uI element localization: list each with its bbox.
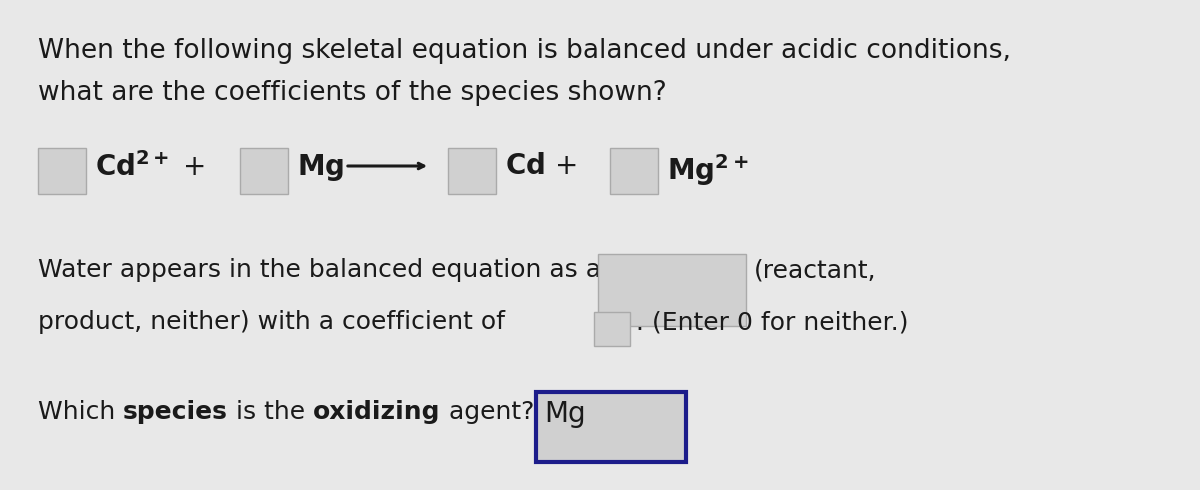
Bar bbox=[38, 148, 86, 194]
Bar bbox=[610, 148, 658, 194]
Text: oxidizing: oxidizing bbox=[313, 400, 440, 424]
Bar bbox=[536, 392, 686, 462]
Text: When the following skeletal equation is balanced under acidic conditions,: When the following skeletal equation is … bbox=[38, 38, 1010, 64]
Text: is the: is the bbox=[228, 400, 313, 424]
Text: agent?: agent? bbox=[440, 400, 534, 424]
Text: $\mathbf{Cd}$ +: $\mathbf{Cd}$ + bbox=[505, 152, 576, 180]
Text: (reactant,: (reactant, bbox=[754, 258, 877, 282]
Text: $\mathbf{Mg^{2+}}$: $\mathbf{Mg^{2+}}$ bbox=[667, 152, 749, 188]
Text: what are the coefficients of the species shown?: what are the coefficients of the species… bbox=[38, 80, 667, 106]
Bar bbox=[594, 312, 630, 346]
Text: Water appears in the balanced equation as a: Water appears in the balanced equation a… bbox=[38, 258, 601, 282]
Text: $\mathbf{Mg}$: $\mathbf{Mg}$ bbox=[298, 152, 344, 183]
Text: product, neither) with a coefficient of: product, neither) with a coefficient of bbox=[38, 310, 505, 334]
Bar bbox=[448, 148, 496, 194]
Text: Which: Which bbox=[38, 400, 124, 424]
Bar bbox=[240, 148, 288, 194]
Bar bbox=[598, 254, 746, 326]
Text: $\mathbf{Cd^{2+}}$ +: $\mathbf{Cd^{2+}}$ + bbox=[95, 152, 205, 182]
Text: . (Enter 0 for neither.): . (Enter 0 for neither.) bbox=[636, 310, 908, 334]
Text: Mg: Mg bbox=[544, 400, 586, 428]
Text: species: species bbox=[124, 400, 228, 424]
